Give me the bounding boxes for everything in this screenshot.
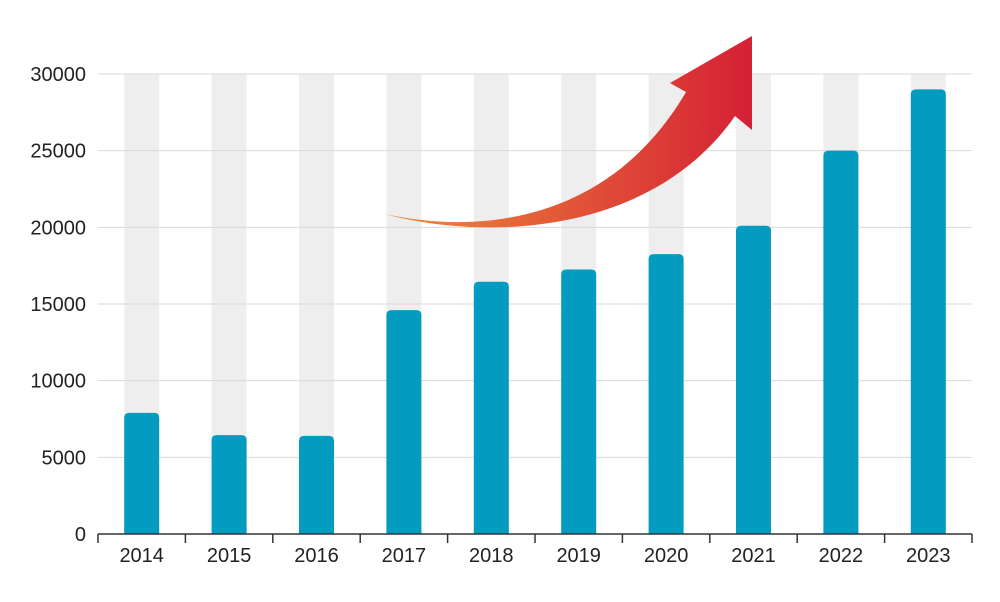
y-tick-label-20000: 20000 [30,217,86,239]
bar-2023 [910,89,946,534]
curved-up-arrow-icon [385,36,752,228]
x-tick-label-2019: 2019 [556,545,601,567]
x-tick-label-2015: 2015 [207,545,252,567]
bars [124,89,946,535]
x-tick-label-2017: 2017 [382,545,427,567]
bar-2016 [299,435,334,534]
bar-2022 [823,150,859,534]
y-tick-label-5000: 5000 [42,447,87,469]
x-tick-label-2014: 2014 [119,545,164,567]
y-tick-label-10000: 10000 [30,371,86,393]
y-axis: 0 5000 10000 15000 20000 25000 30000 [30,64,86,546]
bar-2021 [736,225,771,535]
bar-2019 [561,269,597,534]
x-tick-label-2016: 2016 [294,545,339,567]
y-tick-label-30000: 30000 [30,64,86,86]
x-tick-label-2020: 2020 [644,545,689,567]
bar-2018 [473,281,509,534]
y-tick-label-15000: 15000 [30,294,86,316]
x-tick-label-2023: 2023 [906,545,951,567]
bar-2014 [124,412,160,534]
x-tick-label-2021: 2021 [731,545,776,567]
bar-2020 [648,254,684,534]
bar-2015 [211,435,247,534]
y-tick-label-0: 0 [75,524,86,546]
x-tick-label-2022: 2022 [819,545,864,567]
x-axis: 2014 2015 2016 2017 2018 2019 2020 2021 2022 2023 [97,533,973,567]
bar-2017 [386,310,422,534]
x-tick-label-2018: 2018 [469,545,514,567]
y-tick-label-25000: 25000 [30,141,86,163]
